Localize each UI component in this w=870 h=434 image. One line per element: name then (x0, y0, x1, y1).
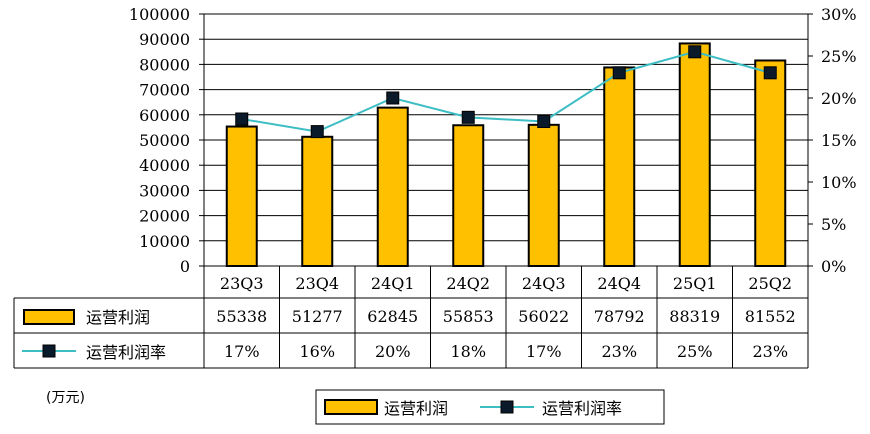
x-tick-label: 23Q4 (295, 274, 339, 293)
rate-marker-25Q1 (688, 45, 702, 59)
x-tick-label: 24Q1 (371, 274, 415, 293)
legend-bar-key (324, 399, 378, 415)
y-left-tick-label: 0 (180, 257, 190, 276)
legend-label-bar: 运营利润 (384, 399, 448, 418)
unit-label: (万元) (46, 390, 85, 406)
data-table: 23Q3 55338 17% 23Q4 51277 16% 24Q1 62845 20% 24Q2… (13, 265, 808, 369)
x-tick-label: 24Q2 (446, 274, 490, 293)
rate-marker-24Q1 (386, 91, 400, 105)
bar-value-label: 78792 (594, 307, 645, 326)
bar-value-label: 56022 (518, 307, 569, 326)
y-right-tick-label: 25% (821, 47, 857, 66)
table-row-header-bar: 运营利润 (86, 308, 150, 327)
legend-label-rate: 运营利润率 (542, 399, 622, 418)
rate-value-label: 17% (224, 342, 260, 361)
legend-marker-key (500, 400, 514, 414)
bar-value-label: 62845 (367, 307, 418, 326)
bar-value-label: 88319 (669, 307, 720, 326)
legend: 运营利润 运营利润率 (315, 389, 665, 425)
table-bar-key (23, 309, 75, 325)
rate-value-label: 23% (752, 342, 788, 361)
bar-value-label: 81552 (745, 307, 796, 326)
x-tick-label: 23Q3 (220, 274, 264, 293)
y-right-tick-label: 5% (821, 215, 846, 234)
y-axis-right-ticks: 30% 25% 20% 15% 10% 5% 0% (821, 5, 857, 276)
rate-marker-24Q3 (537, 115, 551, 129)
rate-value-label: 25% (677, 342, 713, 361)
rate-marker-23Q4 (310, 125, 324, 139)
y-axis-left-ticks: 1000009000080000700006000050000400003000… (129, 5, 190, 276)
y-right-tick-label: 0% (821, 257, 846, 276)
y-right-tick-label: 20% (821, 89, 857, 108)
bar-series (225, 42, 787, 268)
line-series (235, 45, 777, 139)
bar-value-label: 55338 (216, 307, 267, 326)
rate-value-label: 20% (375, 342, 411, 361)
y-left-tick-label: 100000 (129, 5, 190, 24)
rate-marker-25Q2 (763, 66, 777, 80)
rate-marker-24Q4 (612, 66, 626, 80)
y-left-tick-label: 90000 (139, 30, 190, 49)
rate-value-label: 18% (450, 342, 486, 361)
y-left-tick-label: 60000 (139, 106, 190, 125)
y-left-tick-label: 80000 (139, 55, 190, 74)
x-tick-label: 24Q4 (597, 274, 641, 293)
table-row-header-rate: 运营利润率 (86, 343, 166, 362)
gridlines (204, 13, 808, 267)
rate-value-label: 17% (526, 342, 562, 361)
y-right-tick-label: 15% (821, 131, 857, 150)
axes (199, 13, 813, 368)
rate-line (241, 50, 771, 133)
y-left-tick-label: 70000 (139, 81, 190, 100)
rate-value-label: 16% (299, 342, 335, 361)
table-marker-key (42, 344, 56, 358)
bar-23Q4 (301, 135, 334, 267)
bar-24Q1 (376, 106, 409, 267)
bar-23Q3 (225, 125, 258, 268)
y-left-tick-label: 40000 (139, 156, 190, 175)
y-left-tick-label: 50000 (139, 131, 190, 150)
x-tick-label: 25Q1 (673, 274, 717, 293)
y-right-tick-label: 10% (821, 173, 857, 192)
x-tick-label: 24Q3 (522, 274, 566, 293)
bar-25Q1 (678, 42, 711, 267)
rate-value-label: 23% (601, 342, 637, 361)
bar-value-label: 55853 (443, 307, 494, 326)
x-tick-label: 25Q2 (748, 274, 792, 293)
y-left-tick-label: 20000 (139, 207, 190, 226)
bar-value-label: 51277 (292, 307, 343, 326)
bar-25Q2 (754, 59, 787, 268)
bar-24Q4 (603, 66, 636, 268)
bar-24Q3 (527, 123, 560, 268)
bar-24Q2 (452, 124, 485, 267)
y-right-tick-label: 30% (821, 5, 857, 24)
y-left-tick-label: 30000 (139, 181, 190, 200)
rate-marker-24Q2 (461, 110, 475, 124)
rate-marker-23Q3 (235, 112, 249, 126)
y-left-tick-label: 10000 (139, 232, 190, 251)
